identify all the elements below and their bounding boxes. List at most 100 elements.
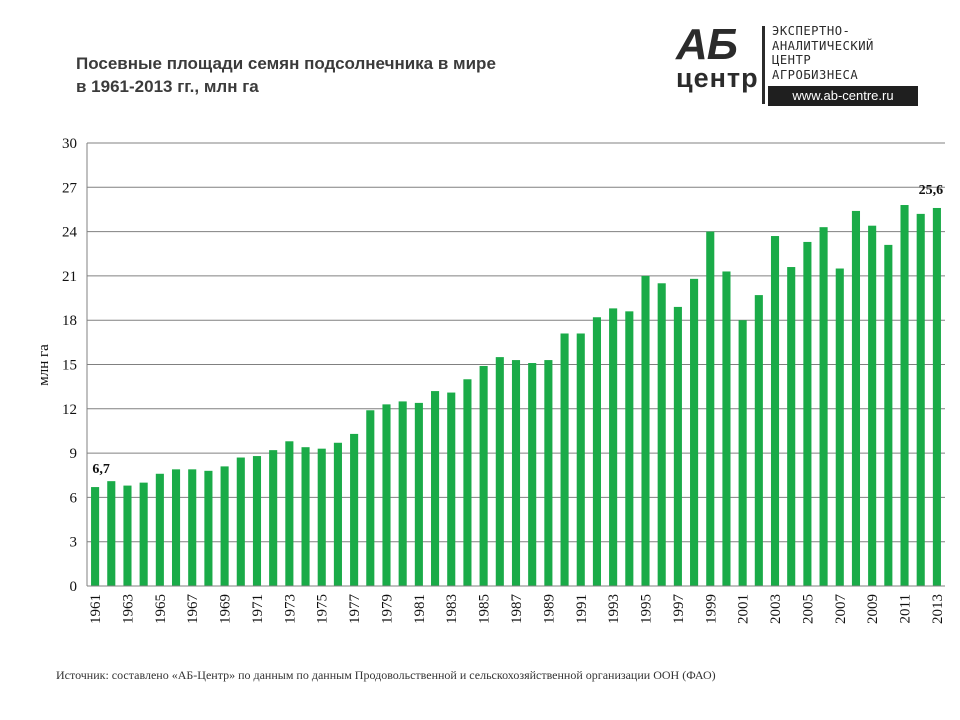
- y-tick-24: 24: [62, 225, 78, 241]
- source-note: Источник: составлено «АБ-Центр» по данны…: [56, 668, 716, 682]
- bar-1975: [317, 448, 326, 586]
- bar-1978: [366, 410, 375, 586]
- x-tick-1971: 1971: [250, 594, 266, 624]
- data-labels: 6,7 25,6: [92, 183, 943, 477]
- x-tick-1995: 1995: [639, 594, 655, 624]
- logo-line-1: ЭКСПЕРТНО-: [772, 24, 851, 38]
- bars: [91, 205, 941, 587]
- bar-1998: [690, 278, 699, 586]
- bar-1963: [123, 485, 132, 586]
- y-tick-18: 18: [62, 313, 77, 329]
- ab-centre-logo: АБ центр ЭКСПЕРТНО- АНАЛИТИЧЕСКИЙ ЦЕНТР …: [676, 20, 926, 106]
- bar-2003: [770, 236, 780, 586]
- logo-line-4: АГРОБИЗНЕСА: [772, 67, 859, 82]
- bar-2000: [722, 271, 731, 586]
- bar-2011: [900, 205, 909, 586]
- x-tick-1985: 1985: [477, 594, 493, 624]
- x-tick-1961: 1961: [88, 594, 104, 624]
- bar-1982: [431, 391, 440, 586]
- bar-1977: [350, 433, 359, 586]
- chart-title-line2: в 1961-2013 гг., млн га: [76, 77, 259, 96]
- y-axis-label: млн га: [36, 344, 52, 386]
- logo-text: ЭКСПЕРТНО- АНАЛИТИЧЕСКИЙ ЦЕНТР АГРОБИЗНЕ…: [772, 24, 874, 82]
- bar-1979: [382, 404, 391, 586]
- bar-1983: [447, 392, 456, 586]
- x-tick-2003: 2003: [768, 594, 784, 624]
- bar-1965: [155, 473, 164, 586]
- x-tick-2013: 2013: [930, 594, 946, 624]
- sunflower-area-bar-chart: 0 3 6 9 12 15 18 21 24 27 30 1961 1963 1965 1967 1969 1…: [36, 136, 946, 625]
- bar-1987: [511, 360, 521, 586]
- bar-1974: [301, 447, 310, 586]
- bar-1997: [673, 306, 682, 586]
- x-tick-1979: 1979: [379, 594, 395, 624]
- y-tick-15: 15: [62, 358, 77, 374]
- x-tick-1989: 1989: [541, 594, 557, 624]
- logo-divider: [762, 26, 765, 104]
- chart-title: Посевные площади семян подсолнечника в м…: [76, 52, 596, 98]
- x-tick-1963: 1963: [120, 594, 136, 624]
- logo-line-2: АНАЛИТИЧЕСКИЙ: [772, 38, 874, 53]
- bar-1971: [252, 456, 262, 586]
- x-tick-1967: 1967: [185, 594, 201, 625]
- x-tick-2011: 2011: [898, 594, 914, 623]
- logo-mark-ab: АБ: [676, 20, 738, 69]
- x-tick-2007: 2007: [833, 594, 849, 625]
- bar-1976: [333, 442, 342, 586]
- y-tick-30: 30: [62, 136, 77, 152]
- x-tick-1965: 1965: [153, 594, 169, 624]
- data-label-2013: 25,6: [919, 183, 944, 198]
- bar-2008: [851, 210, 861, 586]
- bar-2013: [932, 207, 941, 586]
- x-tick-1987: 1987: [509, 594, 525, 625]
- bar-2009: [868, 225, 877, 586]
- bar-1986: [495, 357, 504, 586]
- x-tick-1993: 1993: [606, 594, 622, 624]
- bar-1981: [414, 402, 423, 586]
- axes: [86, 143, 945, 587]
- bar-1993: [609, 308, 618, 586]
- x-tick-1975: 1975: [315, 594, 331, 624]
- y-tick-labels: 0 3 6 9 12 15 18 21 24 27 30: [62, 136, 78, 595]
- x-tick-1969: 1969: [218, 594, 234, 624]
- x-tick-1977: 1977: [347, 594, 363, 625]
- y-tick-6: 6: [70, 490, 78, 506]
- bar-2002: [754, 295, 763, 586]
- y-tick-9: 9: [70, 446, 78, 462]
- bar-2010: [884, 244, 893, 586]
- x-tick-1973: 1973: [282, 594, 298, 624]
- bar-2004: [787, 267, 796, 586]
- y-tick-0: 0: [70, 579, 78, 595]
- bar-1992: [592, 317, 601, 586]
- bar-1994: [625, 311, 634, 586]
- bar-1968: [204, 470, 213, 586]
- bar-1973: [285, 441, 294, 586]
- bar-1972: [269, 450, 278, 586]
- x-tick-2005: 2005: [800, 594, 816, 624]
- x-tick-2009: 2009: [865, 594, 881, 624]
- logo-line-3: ЦЕНТР: [772, 53, 812, 67]
- data-label-1961: 6,7: [92, 462, 110, 477]
- bar-1962: [107, 481, 116, 586]
- bar-1980: [398, 401, 407, 586]
- bar-2001: [738, 320, 747, 586]
- x-tick-1999: 1999: [703, 594, 719, 624]
- bar-2012: [916, 213, 925, 586]
- bar-1969: [220, 466, 229, 586]
- bar-1995: [641, 275, 650, 586]
- x-tick-1997: 1997: [671, 594, 687, 625]
- y-tick-12: 12: [62, 402, 77, 418]
- chart-title-line1: Посевные площади семян подсолнечника в м…: [76, 54, 496, 73]
- y-tick-3: 3: [70, 535, 78, 551]
- logo-url[interactable]: www.ab-centre.ru: [768, 86, 918, 106]
- bar-1984: [463, 379, 472, 586]
- bar-1996: [657, 283, 666, 586]
- y-tick-27: 27: [62, 180, 78, 196]
- bar-1966: [171, 469, 181, 586]
- bar-1990: [560, 333, 569, 586]
- bar-1991: [576, 333, 585, 586]
- y-tick-21: 21: [62, 269, 77, 285]
- logo-mark: АБ центр: [676, 20, 768, 92]
- bar-1970: [236, 457, 245, 586]
- bar-1961: [91, 487, 100, 586]
